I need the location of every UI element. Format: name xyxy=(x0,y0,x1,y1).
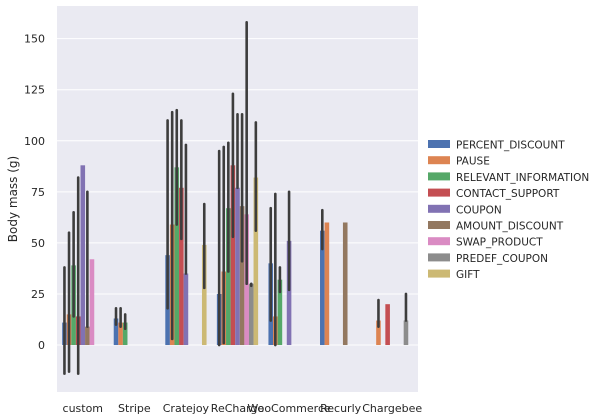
legend-swatch xyxy=(428,204,450,213)
bar xyxy=(122,322,128,346)
bar xyxy=(113,318,119,346)
x-tick-label: custom xyxy=(63,402,104,415)
legend-label: SWAP_PRODUCT xyxy=(456,237,543,249)
bar xyxy=(376,320,381,346)
legend-label: AMOUNT_DISCOUNT xyxy=(456,221,564,233)
legend-label: PREDEF_COUPON xyxy=(456,253,548,265)
y-tick-label: 25 xyxy=(31,288,45,301)
y-tick-label: 50 xyxy=(31,237,45,250)
bar xyxy=(235,187,240,346)
y-tick-label: 75 xyxy=(31,186,45,199)
y-tick-label: 0 xyxy=(38,339,45,352)
bar xyxy=(324,222,330,346)
bar xyxy=(253,177,259,346)
legend-swatch xyxy=(428,221,450,229)
bar xyxy=(248,283,254,346)
x-tick-label: ReCharge xyxy=(211,402,265,415)
x-tick-label: Cratejoy xyxy=(163,402,210,415)
y-tick-label: 150 xyxy=(24,33,45,46)
legend: PERCENT_DISCOUNT PAUSE RELEVANT_INFORMATIO… xyxy=(428,140,589,281)
y-axis-label: Body mass (g) xyxy=(6,156,20,242)
legend-swatch xyxy=(428,188,450,197)
legend-label: PERCENT_DISCOUNT xyxy=(456,140,565,152)
bar xyxy=(80,165,86,346)
bar xyxy=(89,259,95,346)
bar xyxy=(342,222,348,346)
legend-swatch xyxy=(428,172,450,181)
bar xyxy=(320,230,325,346)
bar xyxy=(239,206,245,346)
x-tick-label: Stripe xyxy=(118,402,151,415)
x-tick-label: Recurly xyxy=(320,402,362,415)
legend-swatch xyxy=(428,156,450,165)
bar xyxy=(277,279,283,346)
legend-label: PAUSE xyxy=(456,156,490,168)
legend-swatch xyxy=(428,269,450,278)
y-tick-labels: 0 25 50 75 100 125 150 xyxy=(24,33,45,352)
bar xyxy=(286,240,292,346)
y-tick-label: 100 xyxy=(24,135,45,148)
legend-swatch xyxy=(428,140,450,148)
bar xyxy=(179,187,184,346)
error-bars-group xyxy=(63,21,408,375)
bar xyxy=(385,304,390,346)
x-tick-label: Chargebee xyxy=(362,402,422,415)
bar xyxy=(85,326,90,346)
bar xyxy=(201,244,207,346)
bar xyxy=(403,320,409,346)
bar xyxy=(183,273,189,346)
bar xyxy=(174,167,180,346)
legend-label: COUPON xyxy=(456,204,502,216)
legend-swatch xyxy=(428,237,450,246)
legend-label: CONTACT_SUPPORT xyxy=(456,188,560,200)
x-tick-labels: custom Stripe Cratejoy ReChargeWooCommerceR… xyxy=(63,402,423,415)
bar xyxy=(230,165,236,346)
legend-label: GIFT xyxy=(456,269,480,281)
legend-label: RELEVANT_INFORMATION xyxy=(456,172,589,184)
bar xyxy=(226,208,231,346)
x-tick-label: WooCommerce xyxy=(247,402,331,415)
y-tick-label: 125 xyxy=(24,84,45,97)
bar xyxy=(118,322,123,346)
legend-swatch xyxy=(428,253,450,262)
